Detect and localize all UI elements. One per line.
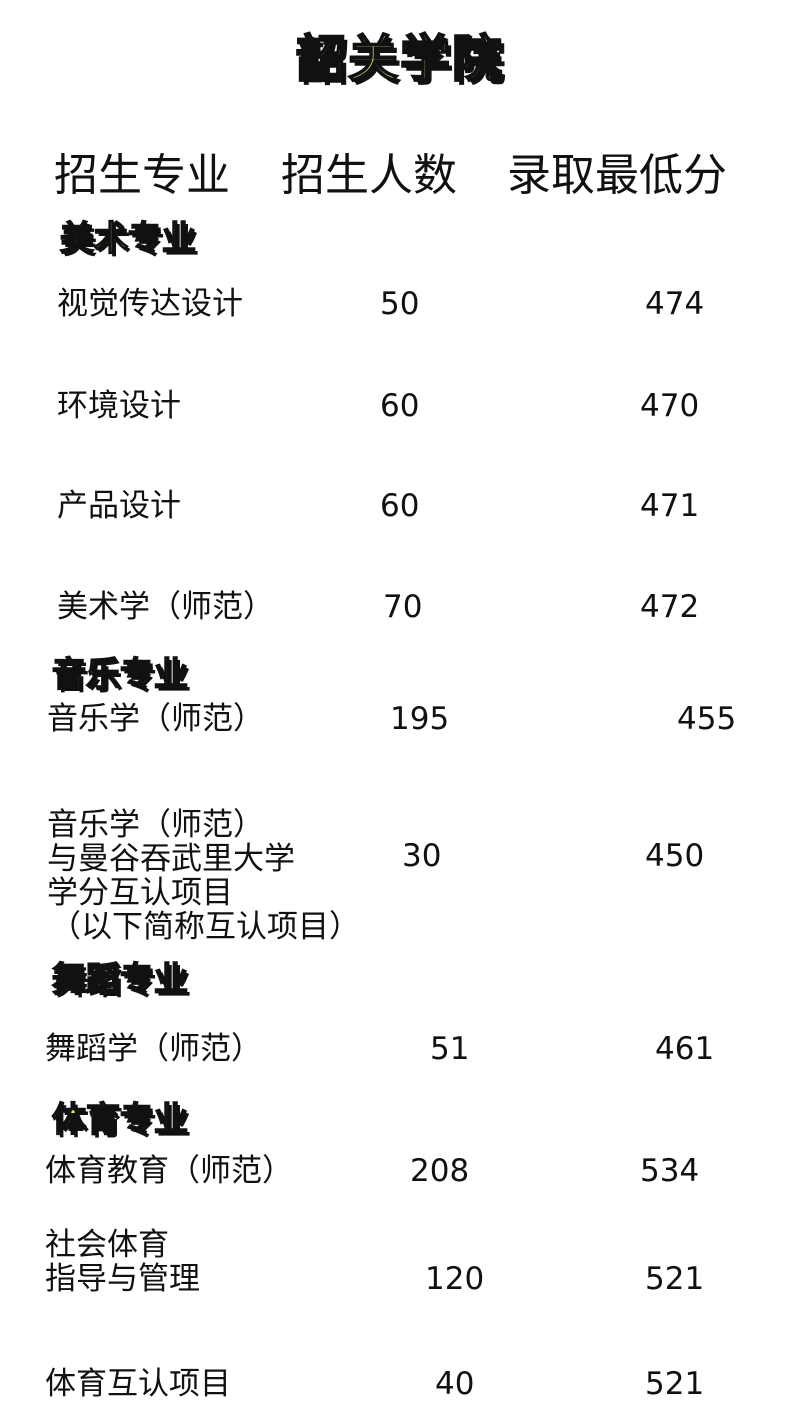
score: 450	[645, 838, 705, 874]
header-major: 招生专业	[54, 150, 230, 201]
score: 461	[655, 1031, 715, 1067]
score: 455	[677, 701, 737, 737]
major-line: 与曼谷吞武里大学	[47, 841, 295, 877]
count: 195	[390, 701, 450, 737]
count: 40	[435, 1366, 475, 1402]
section-music: 音乐专业	[51, 655, 189, 695]
major: 音乐学（师范）	[47, 701, 264, 737]
count: 70	[383, 589, 423, 625]
major-line: 音乐学（师范）	[47, 807, 264, 843]
count: 50	[380, 286, 420, 322]
header-count: 招生人数	[281, 150, 457, 201]
major: 舞蹈学（师范）	[45, 1031, 262, 1067]
score: 521	[645, 1366, 705, 1402]
major: 环境设计	[57, 388, 181, 424]
score: 472	[640, 589, 700, 625]
count: 30	[402, 838, 442, 874]
section-sports: 体育专业	[51, 1100, 189, 1140]
score: 534	[640, 1153, 700, 1189]
count: 51	[430, 1031, 470, 1067]
page-title: 韶关学院	[295, 30, 504, 88]
count: 60	[380, 388, 420, 424]
major: 美术学（师范）	[57, 589, 274, 625]
score: 474	[645, 286, 705, 322]
major: 体育教育（师范）	[45, 1153, 293, 1189]
score: 521	[645, 1261, 705, 1297]
count: 120	[425, 1261, 485, 1297]
major: 视觉传达设计	[57, 286, 243, 322]
major: 产品设计	[57, 488, 181, 524]
section-dance: 舞蹈专业	[51, 960, 189, 1000]
count: 208	[410, 1153, 470, 1189]
major-line: （以下简称互认项目）	[50, 909, 360, 945]
major-line: 学分互认项目	[47, 875, 233, 911]
header-min-score: 录取最低分	[507, 150, 727, 201]
major: 体育互认项目	[45, 1366, 231, 1402]
section-art: 美术专业	[59, 219, 197, 259]
score: 471	[640, 488, 700, 524]
count: 60	[380, 488, 420, 524]
major-line: 指导与管理	[45, 1261, 200, 1297]
major-line: 社会体育	[45, 1227, 169, 1263]
score: 470	[640, 388, 700, 424]
